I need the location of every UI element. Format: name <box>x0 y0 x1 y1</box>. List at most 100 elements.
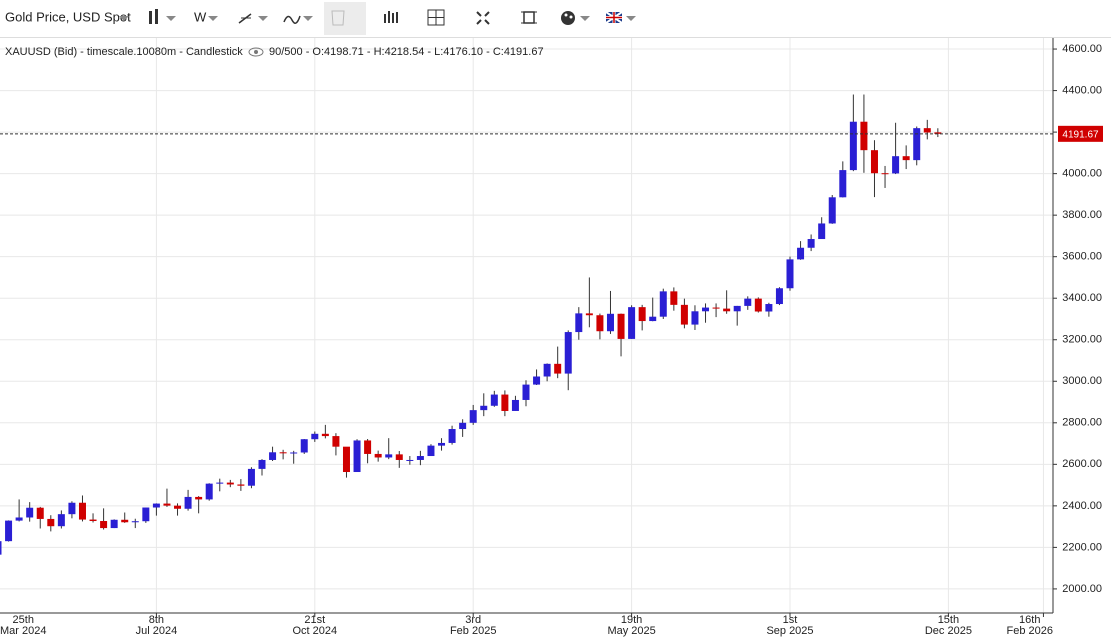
x-tick-month: Feb 2026 <box>1007 625 1053 637</box>
candle-body <box>680 304 688 325</box>
candle-body <box>5 520 13 542</box>
y-tick-label: 2400.00 <box>1062 500 1102 512</box>
chart-header: XAUUSD (Bid) - timescale.10080m - Candle… <box>5 46 544 58</box>
candle-body <box>142 507 150 522</box>
candle-body <box>57 514 65 527</box>
candle-body <box>733 305 741 312</box>
volume-button[interactable] <box>384 11 398 23</box>
candle-body <box>247 468 255 486</box>
fullscreen-button[interactable] <box>476 11 490 25</box>
y-tick-label: 4400.00 <box>1062 84 1102 96</box>
x-tick-label: 25th Mar 2024 <box>0 614 46 637</box>
x-tick-label: 15th Dec 2025 <box>925 614 972 637</box>
crosshair-button[interactable] <box>427 9 445 26</box>
candle-body <box>416 456 424 460</box>
candle-body <box>374 453 382 458</box>
candle-body <box>892 156 900 174</box>
y-tick-label: 3800.00 <box>1062 209 1102 221</box>
candle-body <box>459 422 467 430</box>
fit-button[interactable] <box>521 11 537 24</box>
candle-body <box>638 307 646 322</box>
x-tick-month: Dec 2025 <box>925 625 972 637</box>
interval-label[interactable]: W <box>194 9 207 24</box>
candle-body <box>395 454 403 460</box>
x-tick-month: Sep 2025 <box>766 625 813 637</box>
candle-body <box>364 440 372 454</box>
candle-body <box>870 150 878 174</box>
x-tick-label: 16th Feb 2026 <box>1007 614 1053 637</box>
candle-body <box>258 459 266 469</box>
interval-button[interactable]: W <box>194 9 218 24</box>
candle-body <box>68 502 76 515</box>
grid <box>0 37 1053 613</box>
candle-body <box>564 332 572 374</box>
y-tick-label: 4000.00 <box>1062 168 1102 180</box>
indicator-button[interactable] <box>283 15 313 24</box>
candle-body <box>26 507 34 518</box>
theme-button[interactable] <box>561 11 590 25</box>
candle-body <box>765 304 773 312</box>
candle-body <box>0 541 2 555</box>
y-tick-label: 2800.00 <box>1062 417 1102 429</box>
visibility-icon[interactable] <box>248 47 264 57</box>
delete-button[interactable] <box>324 2 366 35</box>
x-tick-day: 1st <box>783 614 798 626</box>
chart-type-button[interactable] <box>149 9 176 24</box>
x-tick-month: May 2025 <box>607 625 655 637</box>
candle-body <box>786 259 794 289</box>
candle-body <box>353 440 361 473</box>
candle-body <box>131 521 139 523</box>
x-tick-label: 3rd Feb 2025 <box>450 614 496 637</box>
candle-body <box>269 452 277 460</box>
symbol-menu[interactable]: Gold Price, USD Spot <box>5 9 131 24</box>
candle-body <box>311 433 319 440</box>
candle-body <box>744 298 752 306</box>
candle-body <box>828 197 836 224</box>
x-tick-month: Mar 2024 <box>0 625 46 637</box>
x-tick-day: 25th <box>13 614 34 626</box>
candle-body <box>754 298 762 312</box>
line-tool-button[interactable] <box>238 13 268 24</box>
candle-body <box>427 445 435 457</box>
x-tick-day: 8th <box>149 614 164 626</box>
x-tick-day: 19th <box>621 614 642 626</box>
candle-body <box>860 121 868 151</box>
candle-body <box>617 313 625 339</box>
x-tick-day: 3rd <box>465 614 481 626</box>
candle-body <box>332 436 340 447</box>
candle-body <box>226 482 234 485</box>
candle-body <box>913 128 921 161</box>
candle-body <box>36 507 44 519</box>
candle-body <box>775 288 783 305</box>
candle-body <box>448 429 456 443</box>
candle-body <box>342 446 350 473</box>
y-tick-label: 3400.00 <box>1062 292 1102 304</box>
toolbar: Gold Price, USD Spot W <box>0 0 1111 38</box>
candle-body <box>290 452 298 454</box>
candle-body <box>469 410 477 423</box>
candle-body <box>110 519 118 529</box>
candle-body <box>585 313 593 316</box>
candle-body <box>480 405 488 411</box>
x-tick-day: 15th <box>938 614 959 626</box>
x-tick-day: 21st <box>304 614 325 626</box>
candle-body <box>543 363 551 377</box>
header-right: 90/500 - O:4198.71 - H:4218.54 - L:4176.… <box>269 46 544 58</box>
candle-body <box>575 313 583 333</box>
x-tick-day: 16th <box>1019 614 1040 626</box>
candle-body <box>839 170 847 198</box>
x-tick-label: 8th Jul 2024 <box>136 614 178 637</box>
candle-body <box>163 503 171 506</box>
language-button[interactable] <box>605 11 636 24</box>
candle-body <box>511 399 519 411</box>
x-tick-label: 19th May 2025 <box>607 614 655 637</box>
plot-area <box>0 94 1053 555</box>
y-tick-label: 2600.00 <box>1062 458 1102 470</box>
candle-body <box>628 307 636 339</box>
toolbar-title[interactable]: Gold Price, USD Spot <box>5 9 131 24</box>
candle-body <box>321 433 329 437</box>
candle-body <box>174 505 182 509</box>
delete-icon <box>331 10 345 26</box>
x-tick-month: Jul 2024 <box>136 625 178 637</box>
